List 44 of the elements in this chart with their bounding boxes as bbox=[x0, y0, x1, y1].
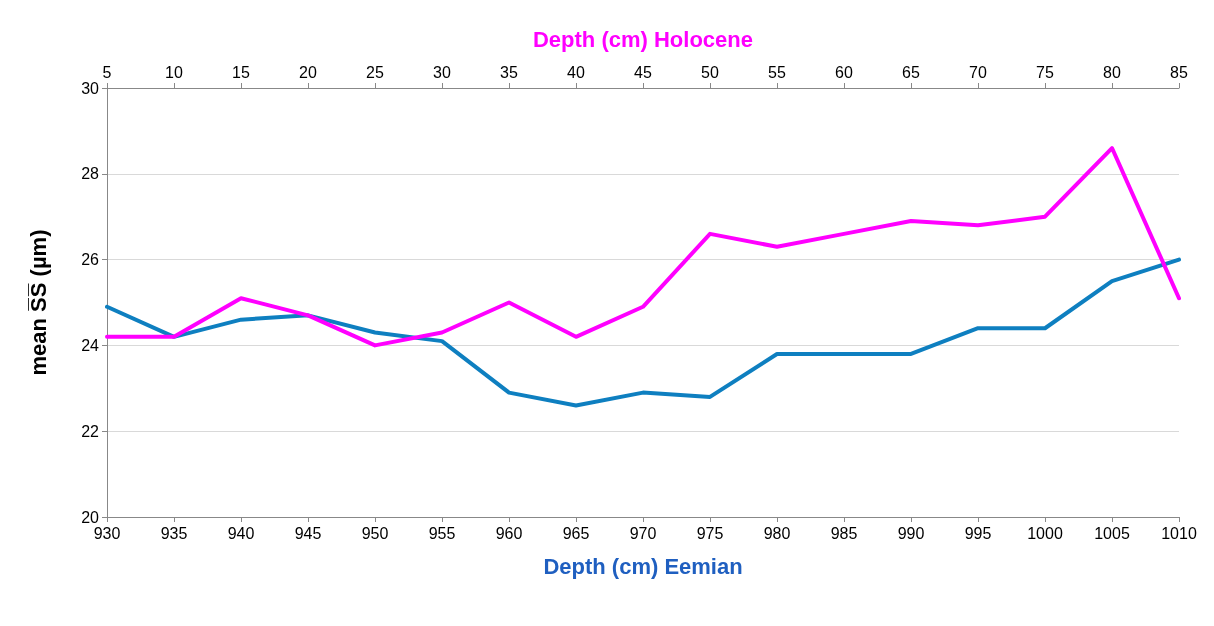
x2-axis-title: Depth (cm) Holocene bbox=[532, 26, 754, 52]
x2-tick-label: 5 bbox=[102, 63, 112, 81]
x2-tick-label: 55 bbox=[768, 63, 786, 81]
x-tick-label: 935 bbox=[160, 524, 188, 542]
x-tick-label: 1005 bbox=[1094, 524, 1130, 542]
x2-tick-label: 50 bbox=[701, 63, 719, 81]
y-tick-label: 20 bbox=[81, 508, 100, 526]
x-tick-label: 1010 bbox=[1161, 524, 1197, 542]
y-tick-label: 22 bbox=[81, 422, 100, 440]
x-tick-label: 990 bbox=[897, 524, 925, 542]
x2-tick-label: 25 bbox=[366, 63, 384, 81]
y-tick-label: 26 bbox=[81, 251, 100, 269]
x-tick-label: 950 bbox=[361, 524, 389, 542]
x2-tick-label: 70 bbox=[969, 63, 987, 81]
x2-tick-label: 80 bbox=[1103, 63, 1121, 81]
x2-tick-label: 60 bbox=[835, 63, 853, 81]
x-tick-label: 970 bbox=[629, 524, 657, 542]
y-axis-title: mean S̅S̅ (µm) bbox=[25, 229, 51, 376]
x-tick-label: 980 bbox=[763, 524, 791, 542]
x-tick-label: 955 bbox=[428, 524, 456, 542]
x-tick-label: 960 bbox=[495, 524, 523, 542]
x2-tick-label: 35 bbox=[500, 63, 518, 81]
line-series bbox=[105, 257, 1181, 408]
x-axis-title: Depth (cm) Eemian bbox=[543, 553, 743, 579]
x-tick-label: 940 bbox=[227, 524, 255, 542]
x2-tick-label: 10 bbox=[165, 63, 183, 81]
x-tick-label: 965 bbox=[562, 524, 590, 542]
x2-tick-label: 85 bbox=[1170, 63, 1188, 81]
x2-tick-label: 20 bbox=[299, 63, 317, 81]
x-tick-label: 1000 bbox=[1027, 524, 1063, 542]
x-tick-label: 930 bbox=[93, 524, 121, 542]
y-tick-label: 28 bbox=[81, 165, 100, 183]
x2-tick-label: 45 bbox=[634, 63, 652, 81]
y-tick-label: 30 bbox=[81, 79, 100, 97]
x-tick-label: 985 bbox=[830, 524, 858, 542]
x2-tick-label: 40 bbox=[567, 63, 585, 81]
x-tick-label: 975 bbox=[696, 524, 724, 542]
x2-tick-label: 15 bbox=[232, 63, 250, 81]
x2-tick-label: 30 bbox=[433, 63, 451, 81]
x2-tick-label: 65 bbox=[902, 63, 920, 81]
x-tick-label: 945 bbox=[294, 524, 322, 542]
y-tick-label: 24 bbox=[81, 336, 100, 354]
x-tick-label: 995 bbox=[964, 524, 992, 542]
x2-tick-label: 75 bbox=[1036, 63, 1054, 81]
